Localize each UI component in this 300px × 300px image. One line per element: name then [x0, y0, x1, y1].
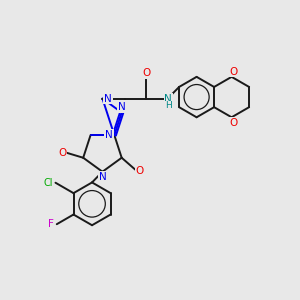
- Text: O: O: [58, 148, 66, 158]
- Text: H: H: [165, 101, 172, 110]
- Text: N: N: [105, 130, 113, 140]
- Text: O: O: [142, 68, 150, 78]
- Text: O: O: [229, 118, 237, 128]
- Text: N: N: [99, 172, 106, 182]
- Text: N: N: [164, 94, 172, 103]
- Text: O: O: [229, 67, 237, 76]
- Text: O: O: [136, 166, 144, 176]
- Text: F: F: [48, 219, 54, 229]
- Text: N: N: [118, 102, 126, 112]
- Text: N: N: [104, 94, 112, 103]
- Text: Cl: Cl: [43, 178, 52, 188]
